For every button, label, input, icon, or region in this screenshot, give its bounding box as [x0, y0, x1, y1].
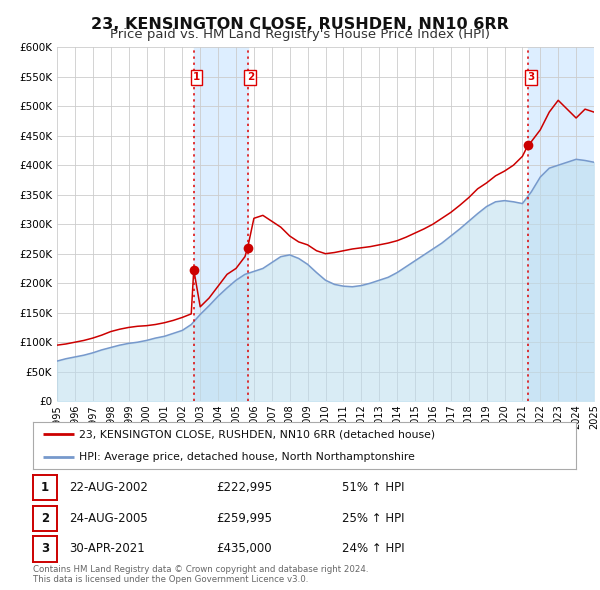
Text: 30-APR-2021: 30-APR-2021 — [69, 542, 145, 556]
Text: HPI: Average price, detached house, North Northamptonshire: HPI: Average price, detached house, Nort… — [79, 452, 415, 462]
Text: Price paid vs. HM Land Registry's House Price Index (HPI): Price paid vs. HM Land Registry's House … — [110, 28, 490, 41]
Text: 23, KENSINGTON CLOSE, RUSHDEN, NN10 6RR: 23, KENSINGTON CLOSE, RUSHDEN, NN10 6RR — [91, 17, 509, 31]
Text: 1: 1 — [41, 481, 49, 494]
Bar — [194, 47, 248, 401]
Text: Contains HM Land Registry data © Crown copyright and database right 2024.
This d: Contains HM Land Registry data © Crown c… — [33, 565, 368, 584]
Text: £435,000: £435,000 — [216, 542, 272, 556]
Text: 3: 3 — [41, 542, 49, 556]
Text: 51% ↑ HPI: 51% ↑ HPI — [342, 481, 404, 494]
Text: 2: 2 — [41, 512, 49, 525]
Text: 3: 3 — [527, 73, 535, 82]
Bar — [529, 47, 594, 401]
Text: 25% ↑ HPI: 25% ↑ HPI — [342, 512, 404, 525]
Text: £259,995: £259,995 — [216, 512, 272, 525]
Text: 22-AUG-2002: 22-AUG-2002 — [69, 481, 148, 494]
Text: 1: 1 — [193, 73, 200, 82]
Text: 24-AUG-2005: 24-AUG-2005 — [69, 512, 148, 525]
Text: £222,995: £222,995 — [216, 481, 272, 494]
Text: 23, KENSINGTON CLOSE, RUSHDEN, NN10 6RR (detached house): 23, KENSINGTON CLOSE, RUSHDEN, NN10 6RR … — [79, 429, 435, 439]
Text: 2: 2 — [247, 73, 254, 82]
Text: 24% ↑ HPI: 24% ↑ HPI — [342, 542, 404, 556]
